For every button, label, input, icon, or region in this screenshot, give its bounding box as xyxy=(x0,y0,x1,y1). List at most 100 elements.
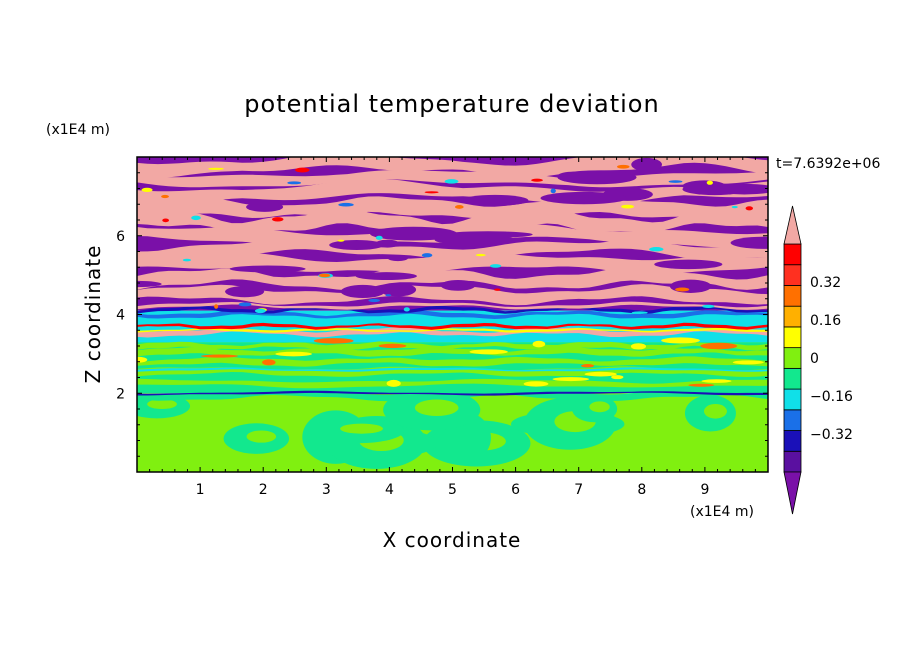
speck-upper xyxy=(318,273,331,278)
speck-upper xyxy=(421,253,433,258)
y-unit-label: (x1E4 m) xyxy=(46,122,110,138)
speck-upper xyxy=(182,258,192,262)
speck xyxy=(701,379,732,383)
speck-upper xyxy=(454,205,464,209)
speck-upper xyxy=(649,247,664,252)
speck-upper xyxy=(621,204,634,209)
speck-upper xyxy=(385,294,392,297)
colorbar-label: −0.16 xyxy=(810,389,853,405)
y-tick-label: 6 xyxy=(116,229,125,245)
speck-upper xyxy=(675,287,690,292)
colorbar-label: −0.32 xyxy=(810,427,853,443)
band-mid-lime xyxy=(137,347,768,357)
speck xyxy=(732,360,764,365)
swirl-core xyxy=(340,423,383,434)
speck xyxy=(661,337,700,344)
speck-upper xyxy=(295,167,310,173)
speck xyxy=(386,379,401,387)
band-trans-pink xyxy=(137,327,768,338)
speck-upper xyxy=(424,191,439,194)
colorbar-band xyxy=(783,305,802,328)
x-tick-labels: 1 2 3 4 5 6 7 8 9 xyxy=(196,482,710,498)
speck xyxy=(378,343,407,349)
blob-purple xyxy=(229,265,306,273)
colorbar-band xyxy=(783,243,802,266)
speck-upper xyxy=(706,180,713,185)
colorbar-label: 0.16 xyxy=(810,313,841,329)
blob-purple xyxy=(225,286,265,298)
blob-purple xyxy=(631,157,662,172)
speck-upper xyxy=(403,307,410,312)
blob-purple xyxy=(434,234,516,246)
blob-purple xyxy=(682,180,726,192)
colorbar-band xyxy=(783,409,802,431)
speck xyxy=(201,354,239,358)
band-trans-pink2 xyxy=(137,301,768,310)
band-thin-blue xyxy=(137,390,768,396)
speck-upper xyxy=(702,304,715,309)
x-tick-label: 9 xyxy=(700,482,709,498)
speck xyxy=(688,383,715,387)
speck xyxy=(469,349,508,355)
colorbar-label: 0 xyxy=(810,351,819,367)
band-upper-pink xyxy=(137,267,768,291)
speck-upper xyxy=(550,188,556,194)
speck xyxy=(552,377,590,382)
band-upper-pink xyxy=(137,284,768,306)
y-tick-label: 2 xyxy=(116,386,125,402)
band-mid-lime xyxy=(137,341,768,351)
blob-purple xyxy=(730,236,768,249)
speck-upper xyxy=(731,205,738,209)
colorbar-labels: 0.32 0.16 0 −0.16 −0.32 xyxy=(810,275,853,443)
speck-upper xyxy=(254,308,266,314)
speck-upper xyxy=(238,302,252,307)
speck-upper xyxy=(490,264,502,268)
blob-purple xyxy=(387,255,409,262)
colorbar-label: 0.32 xyxy=(810,275,841,291)
speck-upper xyxy=(668,180,683,183)
speck-upper xyxy=(287,181,302,185)
speck-upper xyxy=(616,164,630,169)
swirl-core xyxy=(703,403,727,419)
speck xyxy=(262,359,276,366)
blob-purple xyxy=(137,280,162,288)
band-trans-blue xyxy=(137,309,768,319)
x-tick-label: 5 xyxy=(448,482,457,498)
x-tick-label: 6 xyxy=(511,482,520,498)
speck-upper xyxy=(161,194,169,199)
x-tick-label: 2 xyxy=(259,482,268,498)
blob-purple xyxy=(558,171,591,180)
colorbar-band xyxy=(783,388,802,411)
speck-upper xyxy=(745,206,754,211)
band-upper-pink xyxy=(137,207,768,234)
colorbar-band xyxy=(783,450,802,473)
blob-purple xyxy=(329,240,385,250)
colorbar-band xyxy=(783,285,802,307)
speck xyxy=(630,343,647,350)
speck xyxy=(584,371,617,377)
x-axis-label: X coordinate xyxy=(383,528,522,552)
blob-purple xyxy=(369,226,457,241)
speck xyxy=(275,351,312,357)
contour-field xyxy=(137,157,768,472)
band-trans-cyan xyxy=(137,315,768,327)
y-tick-labels: 2 4 6 xyxy=(116,229,125,403)
x-unit-label: (x1E4 m) xyxy=(690,504,754,520)
speck-upper xyxy=(337,239,345,242)
speck-upper xyxy=(368,298,380,303)
blob-purple xyxy=(440,279,476,291)
time-label: t=7.6392e+06 xyxy=(776,156,880,172)
speck xyxy=(532,340,546,348)
speck-upper xyxy=(214,304,219,309)
band-mid-cyan xyxy=(137,367,768,372)
axis-ticks xyxy=(137,157,768,472)
swirl-core xyxy=(589,401,610,413)
speck-upper xyxy=(475,253,486,257)
x-tick-label: 7 xyxy=(574,482,583,498)
speck-upper xyxy=(162,218,169,223)
speck xyxy=(137,356,148,363)
x-tick-label: 8 xyxy=(637,482,646,498)
x-tick-label: 1 xyxy=(196,482,205,498)
colorbar-band xyxy=(783,430,802,452)
